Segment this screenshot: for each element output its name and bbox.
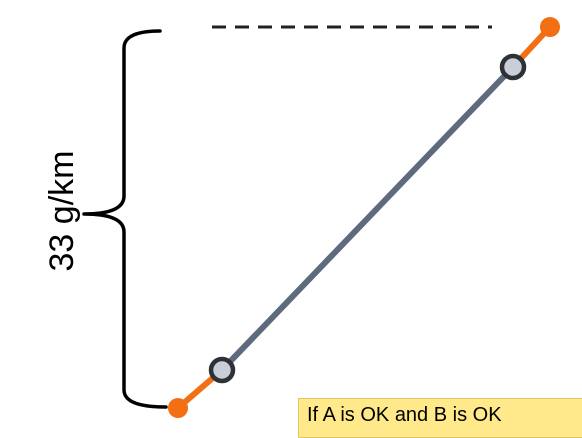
curly-brace — [82, 29, 168, 409]
bracket-label: 33 g/km — [43, 150, 81, 272]
main-line — [219, 64, 516, 373]
diagram-canvas — [82, 17, 560, 418]
tooltip-note: If A is OK and B is OK — [298, 398, 582, 438]
lower-handle-dot[interactable] — [168, 398, 188, 418]
lower-anchor-node[interactable] — [208, 356, 236, 384]
upper-handle-dot[interactable] — [540, 17, 560, 37]
upper-anchor-node[interactable] — [499, 53, 527, 81]
